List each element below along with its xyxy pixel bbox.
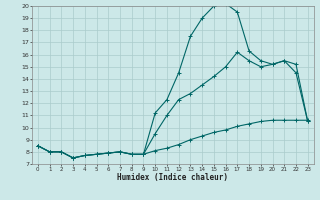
X-axis label: Humidex (Indice chaleur): Humidex (Indice chaleur) xyxy=(117,173,228,182)
